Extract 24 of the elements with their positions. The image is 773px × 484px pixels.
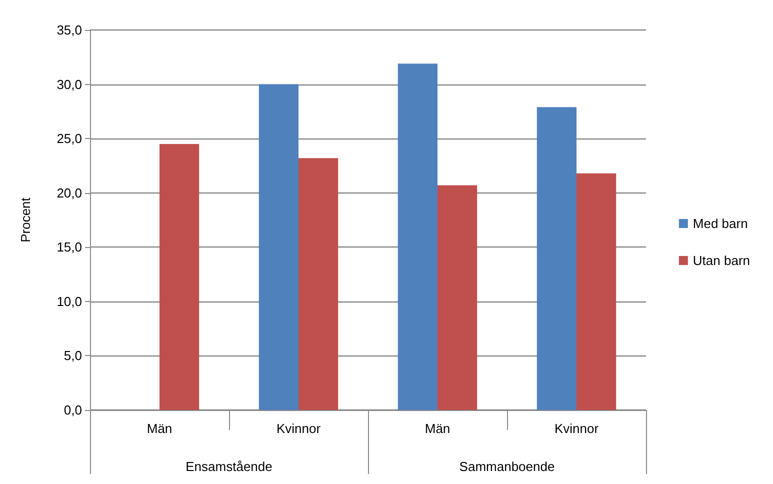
y-tick-label: 20,0: [56, 185, 82, 200]
bar: [160, 144, 200, 410]
legend-label: Med barn: [692, 216, 748, 231]
bar: [536, 107, 576, 410]
text: Sammanboende: [459, 459, 555, 474]
bar: [438, 185, 478, 410]
legend-label: Utan barn: [692, 253, 750, 268]
bar: [398, 64, 438, 410]
y-tick-label: 15,0: [56, 240, 82, 255]
y-tick-label: 25,0: [56, 131, 82, 146]
y-tick-label: 30,0: [56, 76, 82, 92]
y-tick-label: 5,0: [64, 348, 82, 364]
text: Ensamstående: [186, 459, 272, 474]
x-tick-label: Män: [146, 421, 172, 436]
y-tick-label: 10,0: [56, 294, 82, 309]
bar: [258, 84, 298, 410]
x-tick-label: Kvinnor: [276, 421, 322, 436]
x-tick-label: Kvinnor: [554, 421, 600, 436]
y-axis-title: Procent: [18, 197, 33, 242]
bar: [576, 173, 616, 410]
bar: [298, 158, 338, 410]
y-tick-label: 0,0: [64, 402, 82, 418]
y-tick-label: 35,0: [56, 22, 82, 38]
x-tick-label: Män: [424, 421, 450, 436]
